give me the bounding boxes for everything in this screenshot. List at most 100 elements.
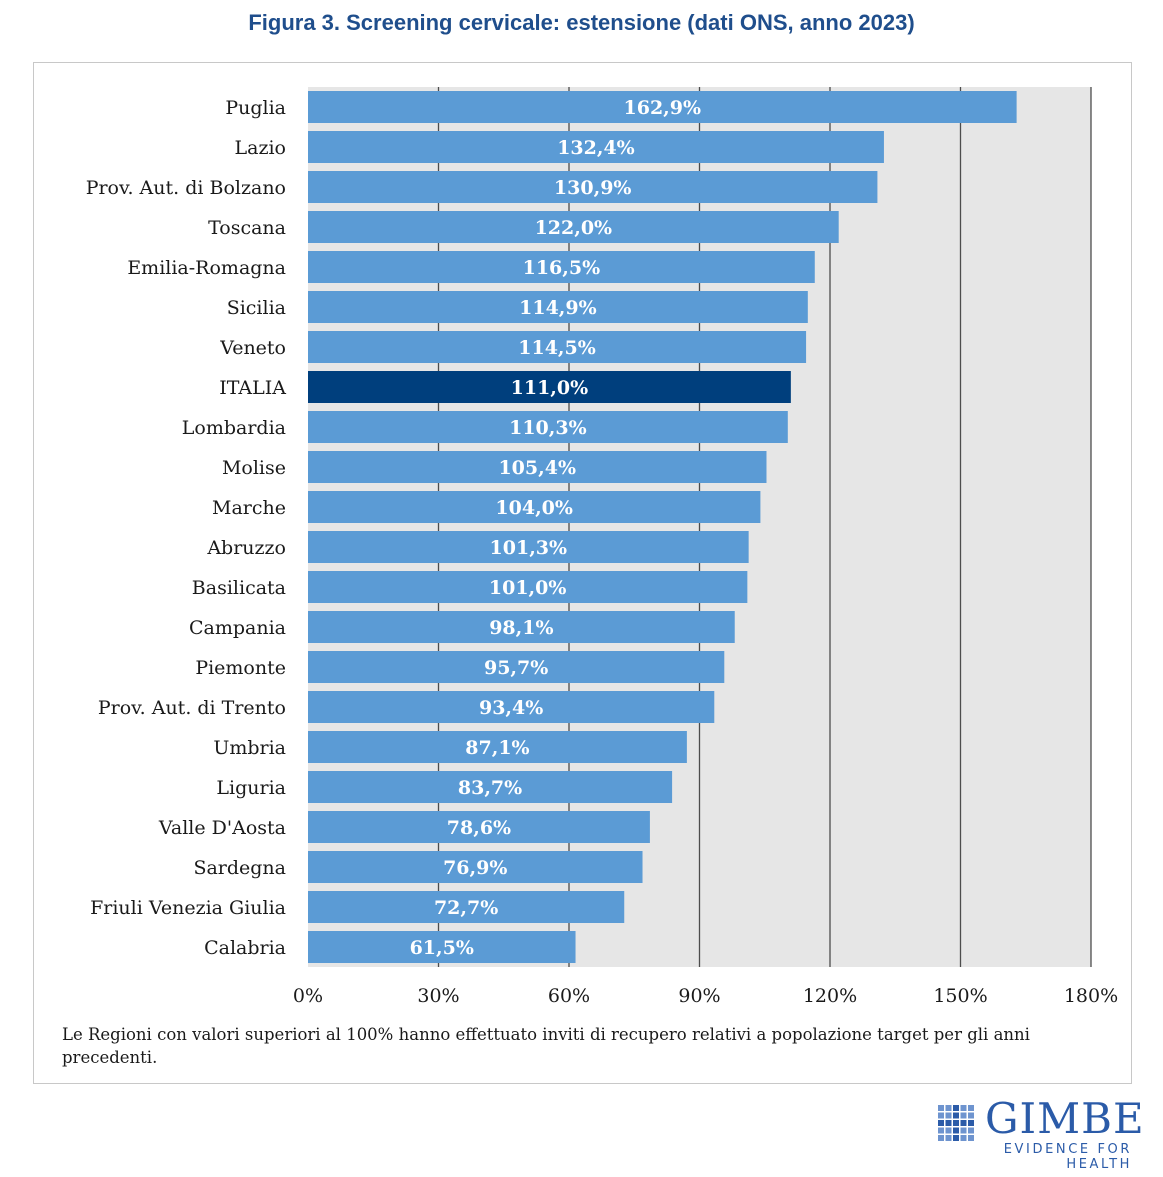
value-label: 105,4% (498, 457, 576, 479)
bar (308, 91, 1017, 123)
value-label: 72,7% (434, 897, 498, 919)
bar (308, 651, 725, 683)
chart-title: Figura 3. Screening cervicale: estension… (248, 10, 915, 35)
logo-grid-cell (938, 1105, 944, 1111)
logo-wordmark: GIMBE (985, 1094, 1145, 1143)
logo-grid-cell (968, 1120, 974, 1126)
bar (308, 731, 687, 763)
category-label: Prov. Aut. di Bolzano (86, 177, 286, 199)
bar (308, 691, 715, 723)
value-label: 132,4% (557, 137, 635, 159)
bar (308, 331, 807, 363)
bar (308, 491, 761, 523)
logo-grid-cell (938, 1127, 944, 1134)
bar (308, 371, 791, 403)
chart-footnote: Le Regioni con valori superiori al 100% … (62, 1025, 1030, 1067)
value-label: 78,6% (447, 817, 511, 839)
logo-grid-cell (960, 1112, 967, 1119)
value-label: 130,9% (554, 177, 632, 199)
category-label: Sicilia (227, 297, 286, 319)
category-label: Molise (222, 457, 286, 479)
category-label: Marche (212, 497, 286, 519)
bar (308, 851, 643, 883)
logo-grid-cell (960, 1127, 967, 1134)
bar (308, 531, 749, 563)
bar (308, 451, 767, 483)
logo-grid-cell (968, 1105, 974, 1111)
logo-tagline: EVIDENCE FOR HEALTH (1003, 1142, 1132, 1172)
value-label: 162,9% (624, 97, 702, 119)
bar (308, 211, 839, 243)
value-label: 104,0% (495, 497, 573, 519)
x-tick-label: 90% (678, 985, 720, 1007)
value-label: 110,3% (509, 417, 587, 439)
value-label: 76,9% (443, 857, 507, 879)
bar (308, 411, 788, 443)
category-label: Puglia (225, 97, 286, 119)
category-label: ITALIA (219, 377, 286, 399)
logo-grid-cell (938, 1112, 944, 1119)
x-tick-label: 30% (417, 985, 459, 1007)
category-label: Veneto (219, 337, 286, 359)
logo-grid-cell (945, 1127, 952, 1134)
x-tick-label: 0% (293, 985, 323, 1007)
category-label: Basilicata (192, 577, 286, 599)
category-label: Emilia-Romagna (127, 257, 286, 279)
logo-grid-cell (953, 1135, 959, 1141)
value-label: 83,7% (458, 777, 522, 799)
logo-grid-cell (968, 1135, 974, 1141)
value-label: 101,0% (489, 577, 567, 599)
logo-grid-cell (945, 1105, 952, 1111)
value-label: 116,5% (523, 257, 601, 279)
value-label: 101,3% (490, 537, 568, 559)
bar (308, 251, 815, 283)
bar (308, 931, 576, 963)
logo-grid-cell (945, 1112, 952, 1119)
gimbe-logo: GIMBE EVIDENCE FOR HEALTH (938, 1094, 1144, 1172)
logo-grid-cell (953, 1120, 959, 1126)
logo-grid-cell (968, 1127, 974, 1134)
x-tick-label: 60% (548, 985, 590, 1007)
logo-grid-cell (938, 1120, 944, 1126)
logo-grid-cell (945, 1135, 952, 1141)
logo-grid-cell (945, 1120, 952, 1126)
category-label: Sardegna (193, 857, 286, 879)
category-label: Campania (189, 617, 286, 639)
chart-frame: 0% 30% 60% 90% 120% 150% 180% Puglia 162,9% Lazio… (33, 62, 1132, 1084)
category-label: Abruzzo (206, 537, 286, 559)
category-label: Lombardia (182, 417, 286, 439)
logo-grid-cell (938, 1135, 944, 1141)
logo-grid-cell (960, 1135, 967, 1141)
value-label: 61,5% (410, 937, 474, 959)
category-label: Toscana (208, 217, 286, 239)
bar (308, 171, 878, 203)
value-label: 122,0% (535, 217, 613, 239)
value-label: 95,7% (484, 657, 548, 679)
value-label: 114,5% (518, 337, 596, 359)
category-label: Lazio (235, 137, 286, 159)
value-label: 111,0% (511, 377, 589, 399)
value-label: 93,4% (479, 697, 543, 719)
category-label: Liguria (216, 777, 286, 799)
logo-grid-cell (968, 1112, 974, 1119)
x-tick-label: 180% (1064, 985, 1118, 1007)
gimbe-grid-logo-icon (938, 1105, 974, 1141)
bar-chart: 0% 30% 60% 90% 120% 150% 180% Puglia 162,9% Lazio… (86, 87, 1118, 1007)
bar (308, 291, 808, 323)
bar (308, 611, 735, 643)
logo-grid-cell (953, 1105, 959, 1111)
logo-grid-cell (953, 1127, 959, 1134)
logo-grid-cell (953, 1112, 959, 1119)
value-label: 114,9% (519, 297, 597, 319)
value-label: 87,1% (465, 737, 529, 759)
bar (308, 771, 673, 803)
bar (308, 571, 748, 603)
category-label: Valle D'Aosta (158, 817, 286, 839)
x-tick-label: 150% (933, 985, 987, 1007)
category-label: Prov. Aut. di Trento (98, 697, 286, 719)
value-label: 98,1% (489, 617, 553, 639)
logo-grid-cell (960, 1120, 967, 1126)
category-label: Calabria (204, 937, 286, 959)
bar (308, 811, 650, 843)
bar (308, 891, 625, 923)
